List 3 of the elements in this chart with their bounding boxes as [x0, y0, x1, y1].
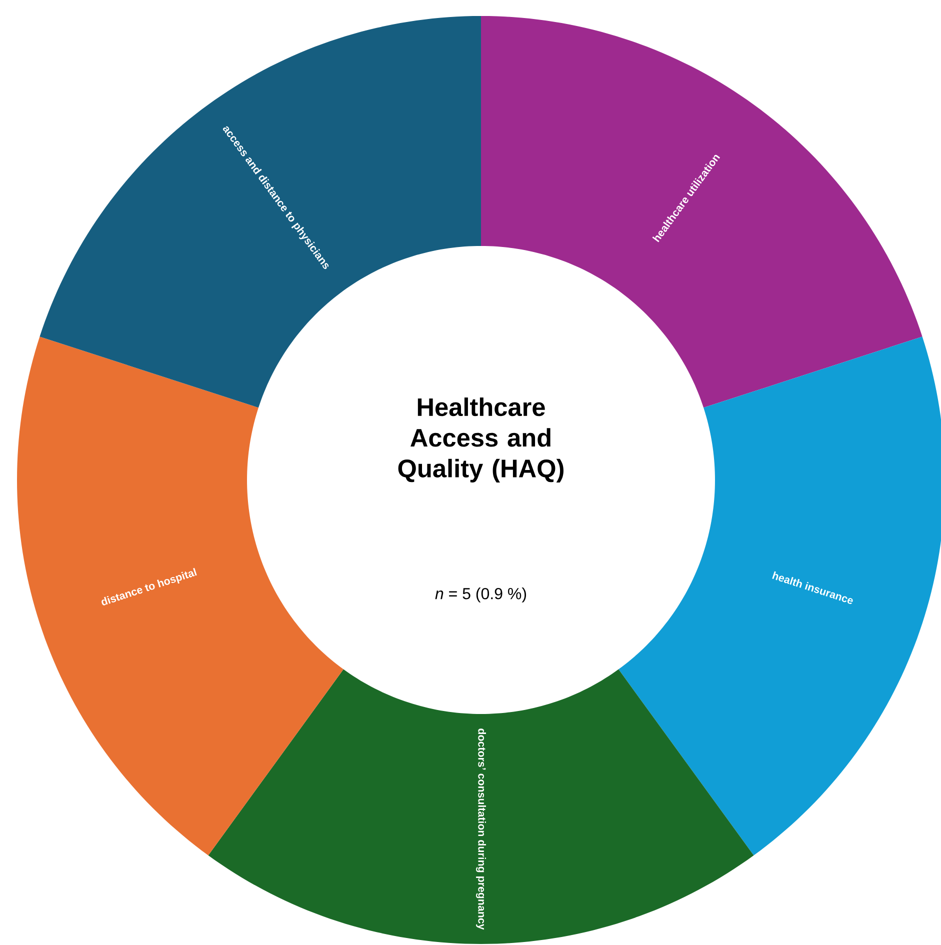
slice-label: doctors’ consultation during pregnancy	[476, 728, 486, 930]
text: Healthcare Access and Quality (HAQ)	[398, 398, 564, 482]
text: n = 5 (0.9 %)	[435, 588, 526, 602]
